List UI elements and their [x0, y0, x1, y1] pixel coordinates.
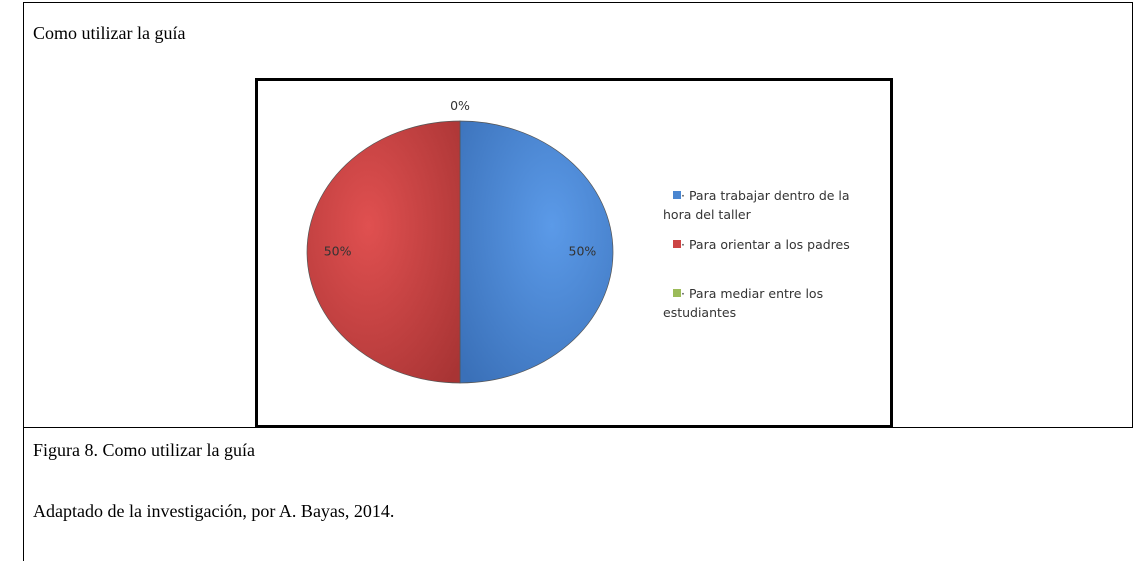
legend-swatch	[673, 191, 681, 199]
pie-slice	[306, 120, 461, 384]
legend-swatch	[673, 289, 681, 297]
data-label: 0%	[450, 98, 470, 113]
legend-item: · Para mediar entre los estudiantes	[663, 284, 878, 322]
pie-slice	[459, 120, 614, 384]
figure-caption: Figura 8. Como utilizar la guía	[33, 440, 255, 460]
legend-label: · Para trabajar dentro de la hora del ta…	[663, 188, 850, 222]
data-label: 50%	[569, 244, 597, 259]
left-rule	[23, 426, 24, 561]
legend-swatch	[673, 240, 681, 248]
legend-label: · Para mediar entre los estudiantes	[663, 286, 824, 320]
legend-item: · Para orientar a los padres	[663, 235, 878, 254]
legend-label: · Para orientar a los padres	[681, 237, 850, 252]
legend-item: · Para trabajar dentro de la hora del ta…	[663, 186, 878, 224]
source: Adaptado de la investigación, por A. Bay…	[33, 501, 395, 521]
title: Como utilizar la guía	[33, 23, 186, 43]
data-label: 50%	[324, 244, 352, 259]
